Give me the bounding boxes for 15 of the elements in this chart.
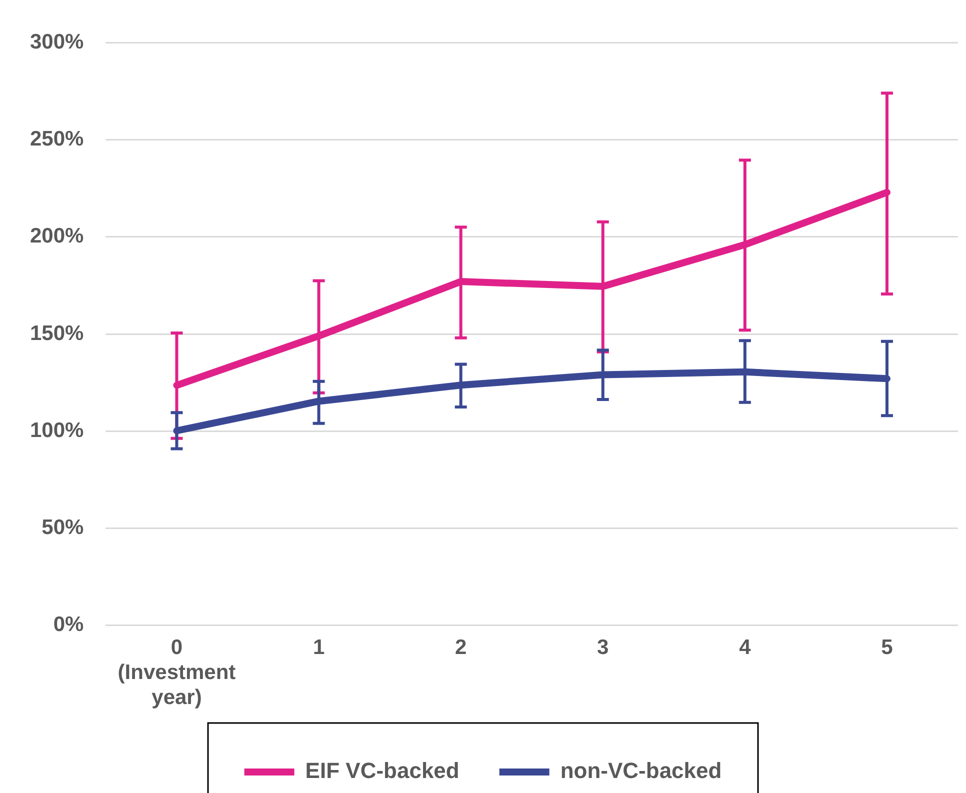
x-tick-label: 0 (Investment year) <box>118 636 236 710</box>
y-tick-label: 50% <box>42 516 84 540</box>
y-tick-label: 250% <box>30 128 84 151</box>
y-tick-label: 200% <box>30 224 84 248</box>
x-tick-label: 3 <box>597 636 609 659</box>
y-tick-label: 100% <box>30 418 84 442</box>
y-tick-label: 0% <box>53 613 84 636</box>
y-tick-label: 150% <box>30 322 84 345</box>
x-tick-label: 1 <box>312 636 325 659</box>
x-tick-label: 4 <box>739 636 752 659</box>
x-tick-label: 5 <box>881 636 894 659</box>
y-tick-label: 300% <box>30 30 84 54</box>
x-tick-label: 2 <box>454 636 467 659</box>
legend-label: EIF VC-backed <box>305 758 460 784</box>
legend-label: non-VC-backed <box>560 758 722 784</box>
